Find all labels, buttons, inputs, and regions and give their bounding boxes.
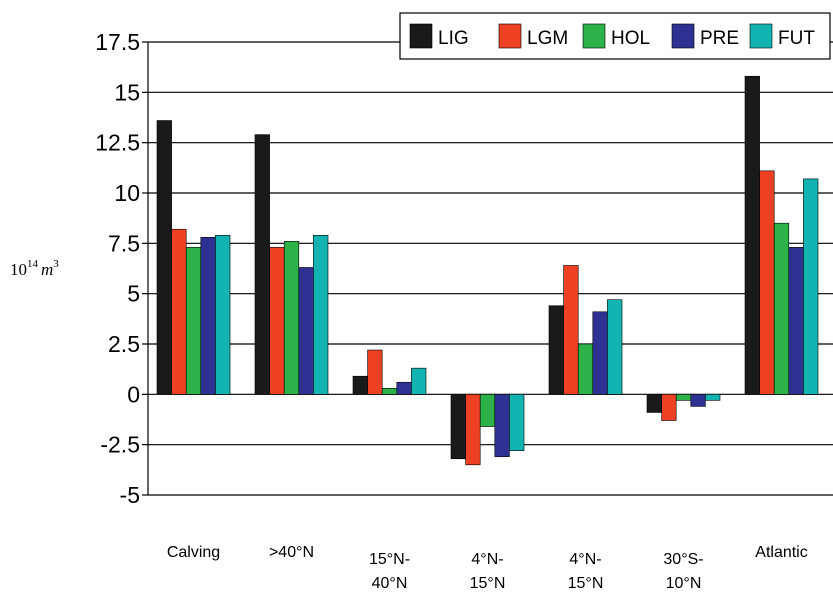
bar-lgm (465, 394, 481, 466)
bar-group (450, 394, 525, 466)
bar-fut (803, 178, 819, 395)
bar-pre (592, 311, 608, 395)
legend-label-fut: FUT (778, 28, 815, 49)
category-label: 15°N- (369, 551, 410, 568)
bar-pre (200, 236, 216, 395)
bar-pre (298, 267, 314, 395)
bar-pre (396, 381, 412, 395)
bars (156, 75, 819, 466)
bar-lgm (563, 265, 579, 395)
bar-group (744, 75, 819, 395)
bar-hol (283, 241, 300, 395)
bar-lgm (171, 228, 187, 395)
bar-hol (381, 387, 398, 395)
bar-fut (607, 299, 623, 395)
bar-pre (494, 394, 510, 458)
bar-fut (509, 394, 525, 452)
y-tick-label: -5 (120, 482, 140, 508)
bar-pre (690, 394, 706, 407)
legend-swatch-fut (749, 23, 773, 49)
legend-label-lgm: LGM (527, 28, 568, 49)
y-tick-label: 0 (127, 381, 140, 407)
y-axis-label-exp: 14 (27, 258, 39, 270)
y-tick-label: 12.5 (95, 130, 140, 156)
bar-lig (646, 394, 662, 413)
category-label: 30°S- (663, 551, 703, 568)
bar-hol (675, 394, 692, 401)
bar-group (646, 394, 721, 421)
y-tick-label: 2.5 (108, 331, 140, 357)
bar-hol (773, 222, 790, 395)
y-axis-label-base: 10 (10, 260, 27, 279)
y-tick-label: 7.5 (108, 230, 140, 256)
y-tick-label: 10 (114, 180, 140, 206)
bar-hol (479, 394, 496, 427)
category-label: 10°N (666, 575, 702, 592)
bar-lgm (269, 247, 285, 395)
bar-pre (788, 247, 804, 395)
bar-lig (254, 134, 270, 395)
x-axis-labels: Calving >40°N 15°N- 40°N 4°N- 15°N 4°N- 15°N 30°… (167, 544, 808, 592)
bar-lgm (759, 170, 775, 395)
legend-swatch-lig (409, 23, 433, 49)
legend-label-lig: LIG (438, 28, 469, 49)
bar-lig (744, 75, 760, 395)
y-axis-ticks: -5 -2.5 0 2.5 5 7.5 10 12.5 15 17.5 (95, 29, 148, 508)
bar-group (352, 349, 427, 395)
legend-swatch-lgm (498, 23, 522, 49)
bar-hol (185, 247, 202, 395)
bar-lig (450, 394, 466, 460)
bar-lig (352, 375, 368, 395)
bar-group (156, 120, 231, 395)
y-tick-label: -2.5 (100, 432, 140, 458)
legend-label-pre: PRE (700, 28, 739, 49)
gridlines (148, 41, 833, 496)
bar-fut (411, 367, 427, 395)
bar-group (548, 265, 623, 395)
bar-group (254, 134, 329, 395)
y-axis-label-unit-exp: 3 (53, 258, 59, 270)
bar-lgm (661, 394, 677, 421)
y-axis-label-unit: m (41, 260, 53, 279)
legend-swatch-pre (671, 23, 695, 49)
category-label: 4°N- (471, 551, 503, 568)
bar-fut (215, 234, 231, 395)
bar-lig (548, 305, 564, 395)
category-label: Atlantic (755, 544, 807, 561)
category-label: 15°N (568, 575, 604, 592)
category-label: 40°N (372, 575, 408, 592)
category-label: 4°N- (569, 551, 601, 568)
legend: LIG LGM HOL PRE FUT (399, 12, 831, 60)
legend-label-hol: HOL (611, 28, 650, 49)
y-tick-label: 15 (114, 79, 140, 105)
category-label: >40°N (269, 544, 314, 561)
y-tick-label: 5 (127, 281, 140, 307)
legend-swatch-hol (582, 23, 606, 49)
y-axis-label: 1014 m3 (10, 258, 59, 279)
bar-fut (705, 394, 721, 401)
y-tick-label: 17.5 (95, 29, 140, 55)
bar-fut (313, 234, 329, 395)
bar-lig (156, 120, 172, 395)
bar-lgm (367, 349, 383, 395)
bar-hol (577, 343, 594, 395)
category-label: Calving (167, 544, 220, 561)
category-label: 15°N (470, 575, 506, 592)
